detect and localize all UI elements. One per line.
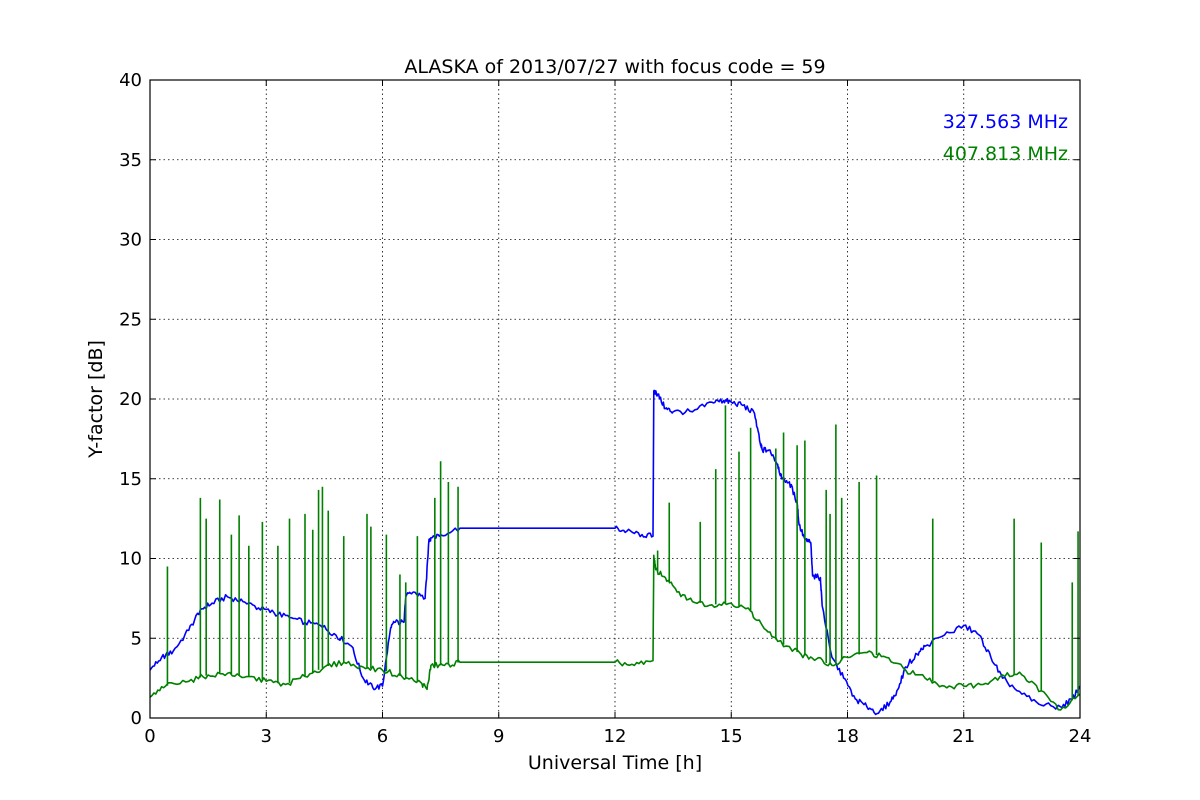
- x-tick-label: 15: [720, 726, 743, 747]
- x-tick-label: 21: [952, 726, 975, 747]
- y-tick-label: 0: [131, 708, 142, 729]
- x-tick-label: 9: [493, 726, 504, 747]
- x-tick-label: 18: [836, 726, 859, 747]
- x-tick-label: 3: [261, 726, 272, 747]
- y-tick-label: 5: [131, 628, 142, 649]
- grid-lines: [150, 80, 1080, 718]
- x-tick-label: 6: [377, 726, 388, 747]
- legend-entry-407-mhz: 407.813 MHz: [943, 143, 1068, 165]
- series-line-2: [149, 554, 1081, 711]
- x-tick-label: 12: [604, 726, 627, 747]
- y-tick-label: 25: [119, 309, 142, 330]
- series-layer: [149, 389, 1081, 716]
- chart-title: ALASKA of 2013/07/27 with focus code = 5…: [404, 56, 825, 78]
- y-tick-label: 40: [119, 70, 142, 91]
- series-line-1: [149, 389, 1081, 716]
- legend-entry-327-mhz: 327.563 MHz: [943, 111, 1068, 133]
- y-tick-label: 35: [119, 150, 142, 171]
- x-axis-label: Universal Time [h]: [528, 752, 702, 774]
- y-tick-label: 30: [119, 230, 142, 251]
- y-tick-label: 20: [119, 389, 142, 410]
- x-tick-label: 24: [1069, 726, 1092, 747]
- series-2-group: [149, 405, 1081, 711]
- y-axis-label: Y-factor [dB]: [85, 340, 107, 459]
- x-tick-label: 0: [144, 726, 155, 747]
- y-tick-label: 10: [119, 549, 142, 570]
- y-tick-label: 15: [119, 469, 142, 490]
- series-1-group: [149, 389, 1081, 716]
- axis-ticks: 0 3 6 9 12 15 18 21 24 0 5 10 15 20 25 30 35 40: [119, 70, 1091, 747]
